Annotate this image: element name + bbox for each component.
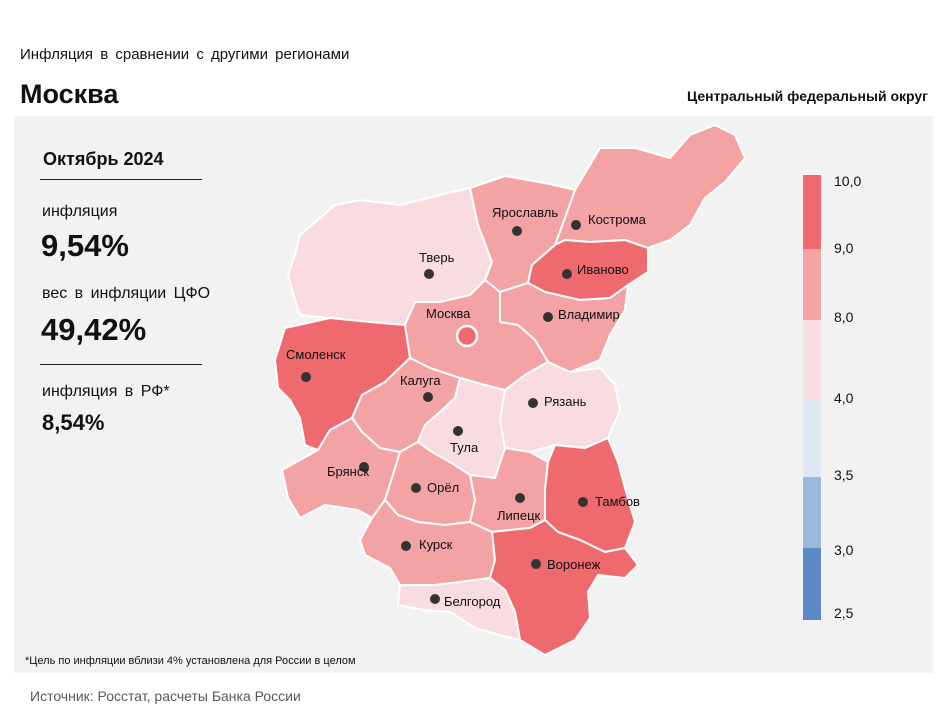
city-label-moscow: Москва	[426, 306, 471, 321]
city-label-bryansk: Брянск	[327, 464, 369, 479]
city-marker	[562, 269, 572, 279]
city-label-kaluga: Калуга	[400, 373, 441, 388]
city-label-orel: Орёл	[427, 480, 459, 495]
legend-label: 4,0	[834, 390, 854, 406]
city-label-ivanovo: Иваново	[577, 262, 629, 277]
period-label: Октябрь 2024	[43, 149, 164, 169]
inflation-value: 9,54%	[41, 228, 129, 263]
city-label-tambov: Тамбов	[595, 494, 640, 509]
city-marker	[430, 594, 440, 604]
city-marker	[411, 483, 421, 493]
selected-region-marker	[455, 324, 479, 348]
city-marker	[543, 312, 553, 322]
city-marker	[578, 497, 588, 507]
region-belgorod[interactable]	[397, 577, 521, 641]
city-label-lipetsk: Липецк	[497, 508, 541, 523]
city-marker	[528, 398, 538, 408]
legend-label: 10,0	[834, 173, 862, 189]
legend-label: 8,0	[834, 309, 854, 325]
city-marker	[571, 220, 581, 230]
city-marker	[515, 493, 525, 503]
legend-swatch	[803, 249, 821, 320]
divider	[40, 179, 202, 180]
legend-swatch	[803, 477, 821, 548]
legend-swatch	[803, 175, 821, 249]
city-marker	[301, 372, 311, 382]
city-marker	[359, 462, 369, 472]
city-marker	[453, 426, 463, 436]
inflation-label: инфляция	[42, 203, 118, 220]
city-label-yaroslavl: Ярославль	[492, 205, 558, 220]
city-marker	[423, 392, 433, 402]
city-label-kursk: Курск	[419, 537, 453, 552]
footnote: *Цель по инфляции вблизи 4% установлена …	[25, 655, 356, 667]
divider	[40, 364, 202, 365]
legend-label: 2,5	[834, 605, 854, 621]
city-marker	[531, 559, 541, 569]
source-note: Источник: Росстат, расчеты Банка России	[30, 688, 301, 704]
region-title: Москва	[20, 79, 119, 109]
legend-label: 9,0	[834, 240, 854, 256]
city-label-vladimir: Владимир	[558, 307, 620, 322]
legend-swatch	[803, 399, 821, 477]
city-label-kostroma: Кострома	[588, 212, 647, 227]
weight-value: 49,42%	[41, 312, 147, 347]
legend-label: 3,5	[834, 467, 854, 483]
city-label-ryazan: Рязань	[544, 394, 587, 409]
city-marker	[512, 226, 522, 236]
weight-label: вес в инфляции ЦФО	[42, 285, 211, 302]
rf-inflation-value: 8,54%	[42, 410, 105, 435]
legend-label: 3,0	[834, 542, 854, 558]
city-marker	[424, 269, 434, 279]
city-label-smolensk: Смоленск	[286, 347, 346, 362]
rf-inflation-label: инфляция в РФ*	[42, 383, 170, 400]
district-title: Центральный федеральный округ	[686, 88, 928, 104]
city-marker	[401, 541, 411, 551]
legend-swatch	[803, 320, 821, 399]
legend-swatch	[803, 548, 821, 620]
city-label-voronezh: Воронеж	[547, 557, 601, 572]
chart-subtitle: Инфляция в сравнении с другими регионами	[20, 46, 350, 63]
city-label-tver: Тверь	[419, 250, 455, 265]
city-label-tula: Тула	[450, 440, 479, 455]
city-label-belgorod: Белгород	[444, 594, 501, 609]
region-kostroma[interactable]	[554, 124, 746, 249]
